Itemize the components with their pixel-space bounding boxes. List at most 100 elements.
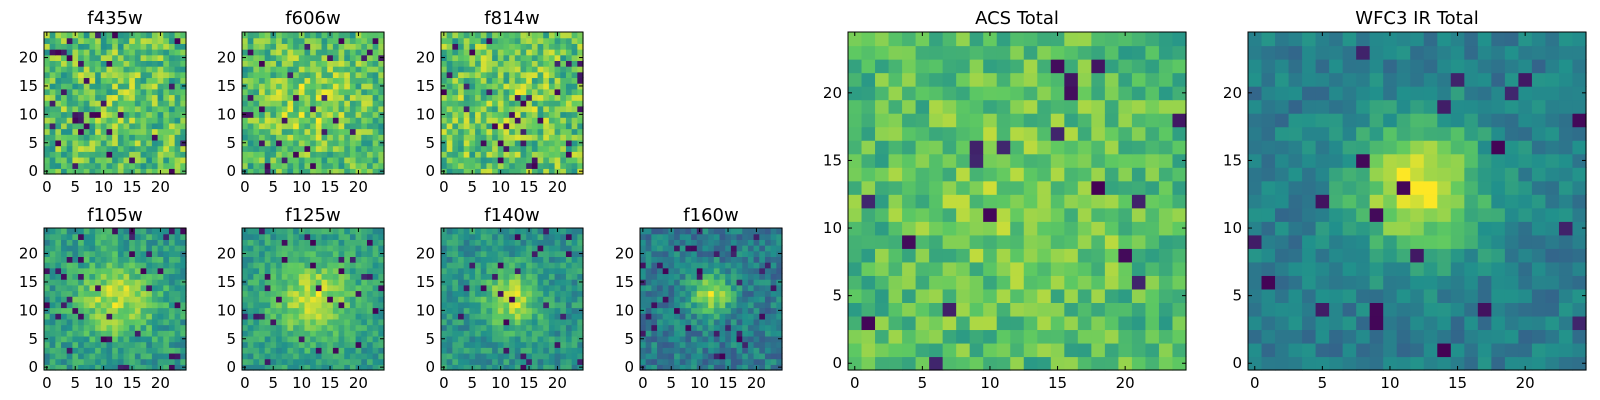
heatmap-cell (560, 301, 567, 309)
heatmap-cell (571, 250, 578, 257)
heatmap-cell (1091, 315, 1106, 331)
heatmap-cell (112, 77, 119, 84)
heatmap-cell (520, 156, 527, 164)
heatmap-cell (548, 250, 556, 257)
heatmap-cell (259, 54, 266, 61)
heatmap-cell (304, 324, 311, 331)
heatmap-cell (72, 324, 79, 331)
heatmap-cell (134, 239, 142, 246)
heatmap-cell (469, 162, 476, 169)
heatmap-cell (168, 296, 176, 303)
heatmap-cell (157, 49, 164, 56)
heatmap-cell (708, 279, 715, 286)
heatmap-cell (480, 49, 488, 56)
heatmap-cell (526, 145, 533, 152)
heatmap-cell (281, 307, 289, 314)
heatmap-cell (458, 60, 465, 67)
heatmap-cell (1091, 234, 1106, 249)
heatmap-cell (742, 279, 749, 286)
heatmap-cell (668, 267, 675, 275)
heatmap-cell (44, 128, 51, 135)
heatmap-cell (969, 248, 984, 263)
heatmap-cell (475, 151, 482, 158)
heatmap-cell (129, 341, 136, 348)
heatmap-cell (112, 313, 119, 320)
heatmap-cell (146, 330, 153, 337)
heatmap-cell (163, 307, 170, 314)
heatmap-cell (372, 151, 379, 158)
heatmap-cell (475, 83, 482, 90)
heatmap-cell (565, 335, 573, 343)
heatmap-cell (742, 324, 749, 331)
heatmap-cell (458, 122, 465, 130)
heatmap-cell (509, 105, 516, 113)
heatmap-cell (996, 207, 1011, 222)
heatmap-cell (140, 290, 147, 297)
heatmap-cell (458, 256, 465, 263)
heatmap-cell (78, 83, 85, 90)
heatmap-cell (902, 288, 917, 303)
heatmap-cell (509, 54, 516, 61)
heatmap-cell (463, 347, 470, 354)
heatmap-cell (112, 347, 119, 354)
heatmap-cell (463, 117, 470, 124)
heatmap-cell (577, 239, 584, 246)
heatmap-cell (332, 162, 340, 169)
heatmap-cell (310, 100, 317, 107)
heatmap-cell (875, 194, 890, 209)
heatmap-cell (770, 233, 777, 240)
heatmap-cell (956, 315, 971, 331)
heatmap-cell (1064, 221, 1079, 236)
heatmap-cell (469, 94, 476, 101)
heatmap-cell (526, 335, 533, 343)
heatmap-cell (247, 122, 254, 130)
heatmap-cell (321, 66, 328, 73)
heatmap-cell (72, 139, 79, 147)
heatmap-cell (1091, 180, 1106, 195)
heatmap-cell (55, 162, 62, 169)
heatmap-cell (770, 341, 777, 348)
heatmap-cell (281, 250, 289, 257)
heatmap-cell (361, 267, 368, 275)
heatmap-cell (753, 313, 760, 320)
heatmap-cell (452, 77, 459, 84)
heatmap-cell (151, 250, 159, 257)
heatmap-cell (730, 290, 738, 297)
heatmap-cell (446, 318, 453, 326)
heatmap-cell (514, 122, 522, 130)
heatmap-cell (242, 49, 249, 56)
heatmap-cell (66, 43, 73, 50)
heatmap-cell (78, 250, 85, 257)
heatmap-cell (361, 296, 368, 303)
heatmap-cell (106, 335, 113, 343)
heatmap-cell (645, 318, 652, 326)
heatmap-cell (736, 352, 743, 360)
heatmap-cell (338, 122, 345, 130)
heatmap-cell (315, 94, 323, 101)
heatmap-cell (321, 162, 328, 169)
heatmap-cell (310, 290, 317, 297)
heatmap-cell (503, 279, 510, 286)
heatmap-cell (543, 347, 550, 354)
heatmap-cell (531, 273, 539, 280)
heatmap-cell (276, 128, 283, 135)
heatmap-cell (1131, 248, 1147, 263)
heatmap-cell (770, 273, 777, 280)
heatmap-cell (514, 245, 522, 252)
heatmap-cell (531, 228, 539, 235)
heatmap-cell (1118, 288, 1133, 303)
heatmap-cell (560, 364, 567, 371)
heatmap-cell (310, 105, 317, 113)
heatmap-cell (344, 66, 351, 73)
heatmap-cell (281, 296, 289, 303)
heatmap-cell (915, 167, 930, 182)
heatmap-cell (140, 250, 147, 257)
heatmap-cell (537, 32, 544, 39)
heatmap-cell (475, 284, 482, 292)
heatmap-cell (1064, 329, 1079, 344)
heatmap-cell (315, 228, 323, 235)
heatmap-cell (270, 290, 277, 297)
heatmap-cell (969, 261, 984, 276)
heatmap-cell (134, 267, 142, 275)
heatmap-cell (956, 288, 971, 303)
